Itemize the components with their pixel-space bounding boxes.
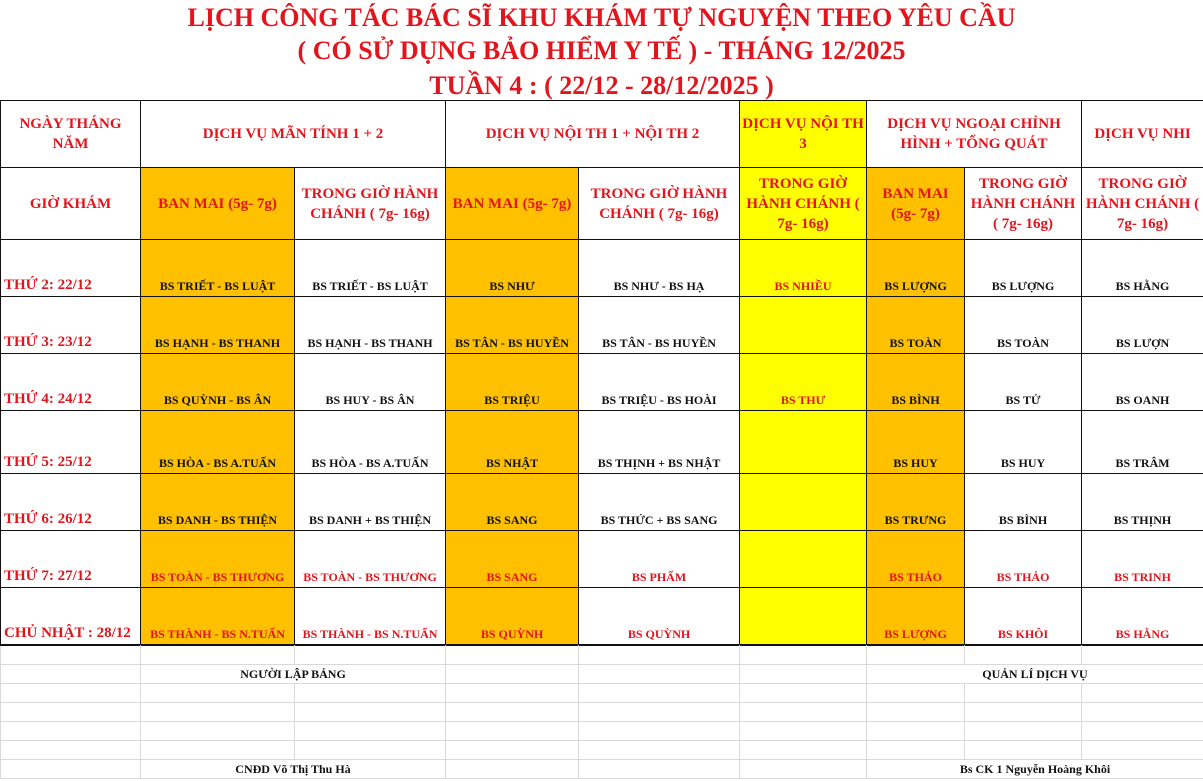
doctor-cell: BS TRƯNG: [866, 473, 966, 531]
doctor-cell: BS TRÂM: [1081, 410, 1203, 474]
doctor-cell: BS TỬ: [964, 353, 1083, 411]
day-label: THỨ 4: 24/12: [0, 353, 141, 411]
doctor-cell: BS TOÀN - BS THƯƠNG: [293, 530, 447, 588]
day-label: THỨ 2: 22/12: [0, 239, 141, 297]
schedule-row: THỨ 4: 24/12 BS QUỲNH - BS ÂN BS HUY - BS …: [0, 353, 1203, 411]
doctor-cell: BS HẰNG: [1081, 587, 1203, 645]
doctor-cell: [739, 410, 868, 474]
doctor-cell: BS TRINH: [1081, 530, 1203, 588]
doctor-cell: BS DANH + BS THIỆN: [293, 473, 447, 531]
schedule-row: CHỦ NHẬT : 28/12 BS THÀNH - BS N.TUẤN BS T…: [0, 587, 1203, 645]
day-label: THỨ 3: 23/12: [0, 296, 141, 354]
service-header-noi-th-1-2: DỊCH VỤ NỘI TH 1 + NỘI TH 2: [445, 100, 741, 168]
shift-header: BAN MAI (5g- 7g): [445, 167, 580, 240]
schedule-row: THỨ 3: 23/12 BS HẠNH - BS THANH BS HẠNH - …: [0, 296, 1203, 354]
schedule-table: NGÀY THÁNG NĂM DỊCH VỤ MÃN TÍNH 1 + 2 DỊ…: [0, 100, 1203, 645]
doctor-cell: [739, 473, 868, 531]
doctor-cell: BS HUY - BS ÂN: [293, 353, 447, 411]
doctor-cell: BS THƯ: [739, 353, 868, 411]
manager-label: QUẢN LÍ DỊCH VỤ: [866, 664, 1203, 684]
doctor-cell: BS BÌNH: [866, 353, 966, 411]
service-header-noi-th-3: DỊCH VỤ NỘI TH 3: [739, 100, 868, 168]
prepared-by-label: NGƯỜI LẬP BẢNG: [140, 664, 446, 684]
doctor-cell: BS THỊNH + BS NHẬT: [578, 410, 741, 474]
title-line-1: LỊCH CÔNG TÁC BÁC SĨ KHU KHÁM TỰ NGUYỆN …: [187, 3, 1016, 32]
service-header-nhi: DỊCH VỤ NHI: [1081, 100, 1203, 168]
doctor-cell: BS TRIẾT - BS LUẬT: [140, 239, 295, 297]
doctor-cell: BS SANG: [445, 473, 580, 531]
doctor-cell: BS LƯỢNG: [866, 587, 966, 645]
shift-header: TRONG GIỜ HÀNH CHÁNH ( 7g- 16g): [739, 167, 868, 240]
doctor-cell: BS KHÔI: [964, 587, 1083, 645]
doctor-cell: BS PHẨM: [578, 530, 741, 588]
doctor-cell: BS LƯỢN: [1081, 296, 1203, 354]
doctor-cell: BS THẢO: [964, 530, 1083, 588]
service-header-ngoai: DỊCH VỤ NGOẠI CHỈNH HÌNH + TỔNG QUÁT: [866, 100, 1083, 168]
doctor-cell: BS TRIỆU - BS HOÀI: [578, 353, 741, 411]
shift-header: TRONG GIỜ HÀNH CHÁNH ( 7g- 16g): [578, 167, 741, 240]
doctor-cell: [739, 530, 868, 588]
doctor-cell: BS TOÀN: [866, 296, 966, 354]
doctor-cell: BS TOÀN - BS THƯƠNG: [140, 530, 295, 588]
day-label: THỨ 6: 26/12: [0, 473, 141, 531]
shift-header: TRONG GIỜ HÀNH CHÁNH ( 7g- 16g): [293, 167, 447, 240]
doctor-cell: BS TRIẾT - BS LUẬT: [293, 239, 447, 297]
schedule-row: THỨ 5: 25/12 BS HÒA - BS A.TUẤN BS HÒA - B…: [0, 410, 1203, 474]
signature-area: NGƯỜI LẬP BẢNG QUẢN LÍ DỊCH VỤ CNĐD Võ Th…: [0, 645, 1203, 779]
schedule-row: THỨ 6: 26/12 BS DANH - BS THIỆN BS DANH + …: [0, 473, 1203, 531]
schedule-row: THỨ 2: 22/12 BS TRIẾT - BS LUẬT BS TRIẾT -…: [0, 239, 1203, 297]
doctor-cell: BS HÒA - BS A.TUẤN: [293, 410, 447, 474]
doctor-cell: BS THỨC + BS SANG: [578, 473, 741, 531]
doctor-cell: BS HÒA - BS A.TUẤN: [140, 410, 295, 474]
doctor-cell: BS HUY: [866, 410, 966, 474]
doctor-cell: BS LƯỢNG: [866, 239, 966, 297]
doctor-cell: BS TOÀN: [964, 296, 1083, 354]
title-line-2: ( CÓ SỬ DỤNG BẢO HIỂM Y TẾ ) - THÁNG 12/…: [297, 36, 906, 65]
doctor-cell: BS QUỲNH - BS ÂN: [140, 353, 295, 411]
doctor-cell: BS NHƯ - BS HẠ: [578, 239, 741, 297]
doctor-cell: BS TRIỆU: [445, 353, 580, 411]
shift-header: TRONG GIỜ HÀNH CHÁNH ( 7g- 16g): [964, 167, 1083, 240]
schedule-row: THỨ 7: 27/12 BS TOÀN - BS THƯƠNG BS TOÀN -…: [0, 530, 1203, 588]
doctor-cell: BS LƯỢNG: [964, 239, 1083, 297]
day-label: THỨ 7: 27/12: [0, 530, 141, 588]
service-header-man-tinh: DỊCH VỤ MÃN TÍNH 1 + 2: [139, 100, 447, 168]
title-line-3: TUẦN 4 : ( 22/12 - 28/12/2025 ): [429, 71, 774, 100]
shift-header: BAN MAI (5g- 7g): [140, 167, 295, 240]
doctor-cell: BS THÀNH - BS N.TUẤN: [293, 587, 447, 645]
doctor-cell: BS NHẬT: [445, 410, 580, 474]
doctor-cell: BS QUỲNH: [578, 587, 741, 645]
prepared-by-name: CNĐD Võ Thị Thu Hà: [140, 759, 446, 779]
doctor-cell: BS TÂN - BS HUYỀN: [578, 296, 741, 354]
doctor-cell: BS QUỲNH: [445, 587, 580, 645]
doctor-cell: BS OANH: [1081, 353, 1203, 411]
doctor-cell: BS HẰNG: [1081, 239, 1203, 297]
doctor-cell: BS BÌNH: [964, 473, 1083, 531]
doctor-cell: [739, 587, 868, 645]
doctor-cell: [739, 296, 868, 354]
doctor-cell: BS TÂN - BS HUYỀN: [445, 296, 580, 354]
day-label: CHỦ NHẬT : 28/12: [0, 587, 141, 645]
doctor-cell: BS NHIỀU: [739, 239, 868, 297]
shift-header: BAN MAI (5g- 7g): [866, 167, 966, 240]
shift-header: TRONG GIỜ HÀNH CHÁNH ( 7g- 16g): [1081, 167, 1203, 240]
manager-name: Bs CK 1 Nguyễn Hoàng Khôi: [866, 759, 1203, 779]
time-header: GIỜ KHÁM: [0, 167, 141, 240]
doctor-cell: BS HUY: [964, 410, 1083, 474]
doctor-cell: BS SANG: [445, 530, 580, 588]
doctor-cell: BS NHƯ: [445, 239, 580, 297]
doctor-cell: BS THÀNH - BS N.TUẤN: [140, 587, 295, 645]
doctor-cell: BS THỊNH: [1081, 473, 1203, 531]
date-header: NGÀY THÁNG NĂM: [0, 100, 141, 168]
doctor-cell: BS HẠNH - BS THANH: [140, 296, 295, 354]
day-label: THỨ 5: 25/12: [0, 410, 141, 474]
doctor-cell: BS HẠNH - BS THANH: [293, 296, 447, 354]
doctor-cell: BS THẢO: [866, 530, 966, 588]
doctor-cell: BS DANH - BS THIỆN: [140, 473, 295, 531]
